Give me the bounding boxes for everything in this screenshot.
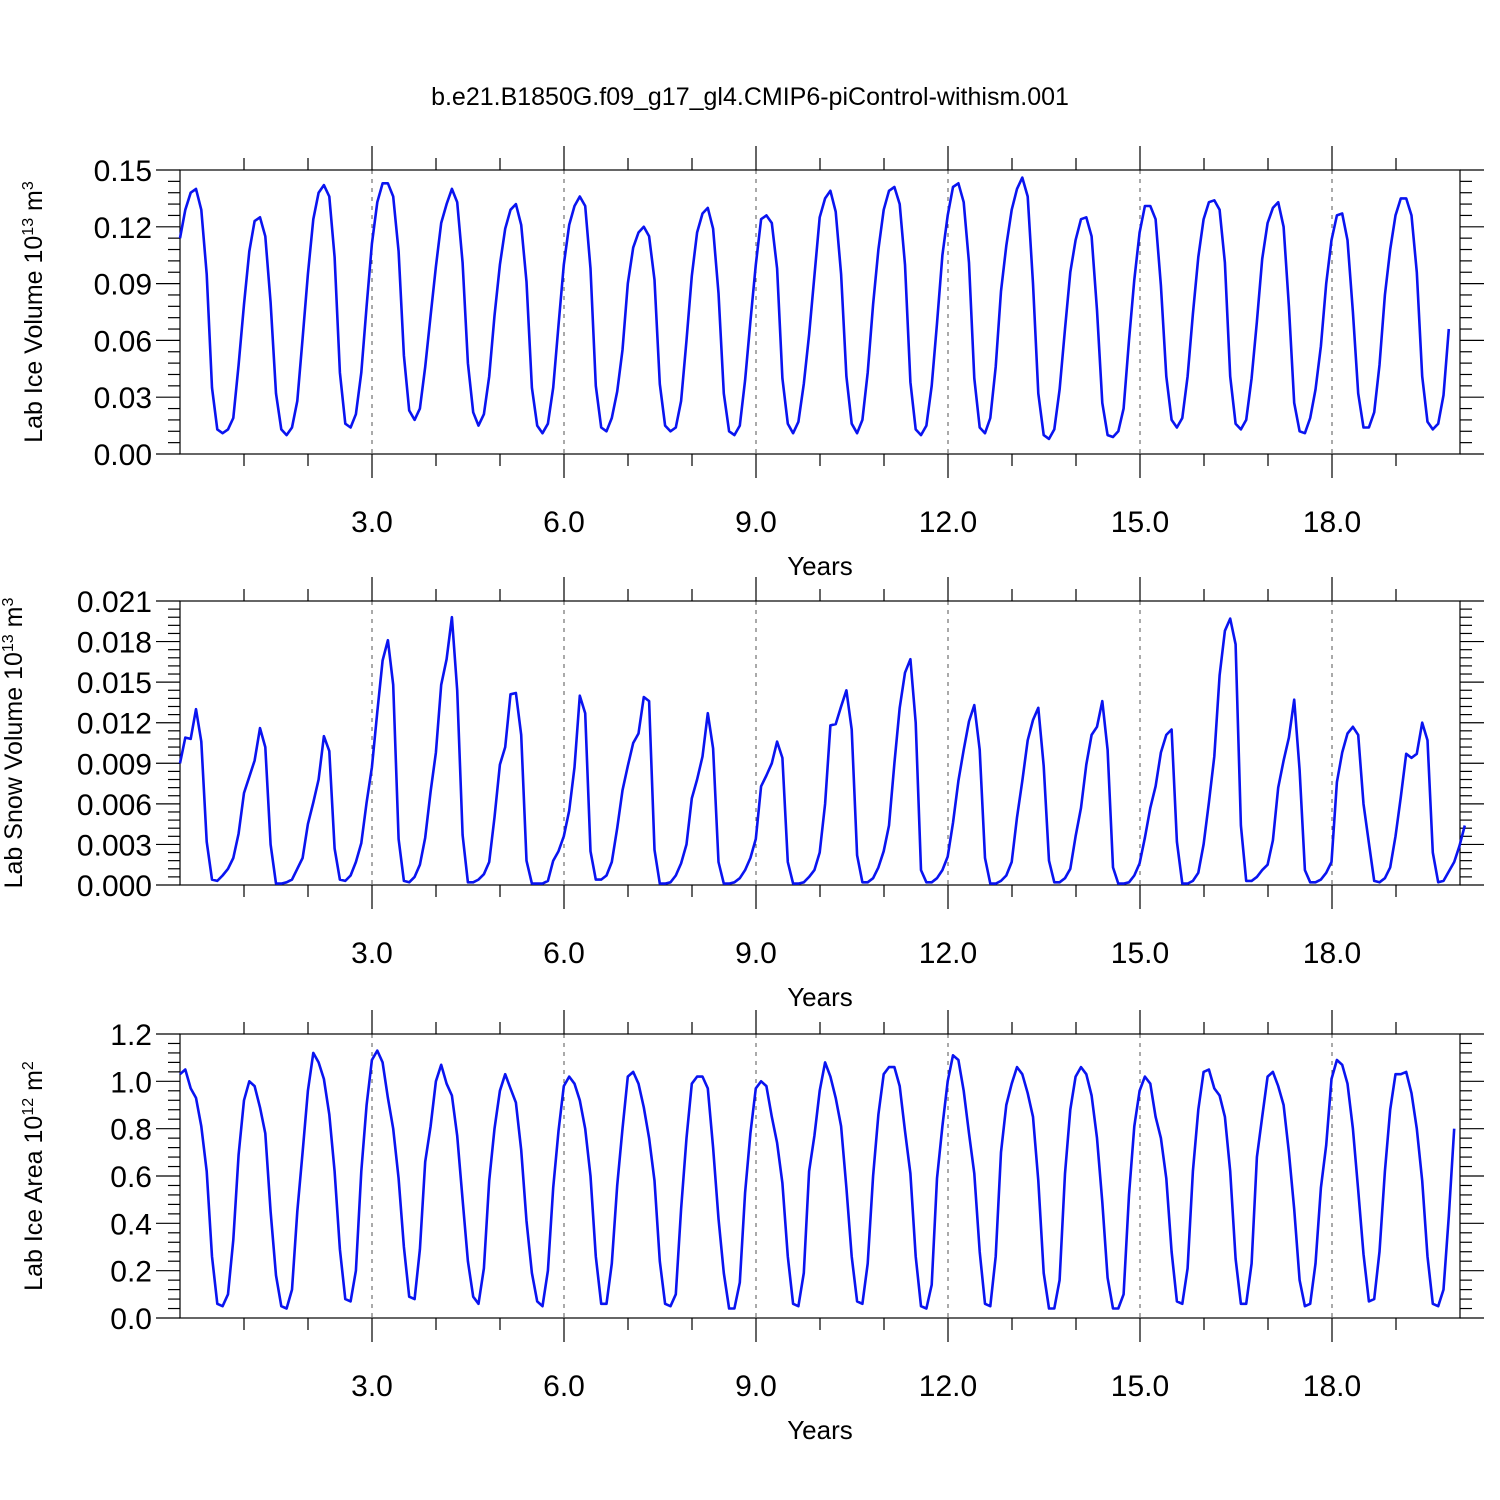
- panel-1: 0.00 0.03 0.06 0.09 0.12 0.15 3.0 6.0 9.0 12.0 15.…: [20, 146, 1484, 581]
- y-tick-label: 0.000: [77, 870, 152, 903]
- y-tick-label: 0.009: [77, 748, 152, 781]
- x-tick-label: 9.0: [735, 506, 777, 539]
- y-tick-label: 0.8: [110, 1114, 152, 1147]
- x-tick-label: 15.0: [1111, 506, 1169, 539]
- series-line: [179, 1049, 1456, 1310]
- chart-title: b.e21.B1850G.f09_g17_gl4.CMIP6-piControl…: [431, 83, 1069, 111]
- y-tick-label: 0.6: [110, 1161, 152, 1194]
- y-tick-label: 0.003: [77, 829, 152, 862]
- y-axis-label: Lab Ice Area 1012 m2: [20, 1061, 48, 1291]
- y-tick-label: 0.4: [110, 1208, 152, 1241]
- panel-3: 0.0 0.2 0.4 0.6 0.8 1.0 1.2 3.0 6.0 9.0 12.0 15.0 18…: [20, 1010, 1484, 1445]
- x-tick-label: 12.0: [919, 506, 977, 539]
- y-tick-label: 0.03: [94, 382, 152, 415]
- x-tick-label: 12.0: [919, 937, 977, 970]
- x-tick-label: 3.0: [351, 1370, 393, 1403]
- y-tick-label: 0.00: [94, 439, 152, 472]
- y-tick-label: 0.06: [94, 325, 152, 358]
- y-tick-label: 0.2: [110, 1256, 152, 1289]
- x-tick-label: 6.0: [543, 937, 585, 970]
- x-tick-label: 6.0: [543, 506, 585, 539]
- y-tick-label: 0.006: [77, 789, 152, 822]
- y-tick-label: 1.2: [110, 1019, 152, 1052]
- y-tick-label: 0.021: [77, 586, 152, 619]
- series-line: [178, 176, 1451, 441]
- panel-2: 0.000 0.003 0.006 0.009 0.012 0.015 0.018 0.021…: [0, 577, 1484, 1012]
- y-axis-label: Lab Snow Volume 1013 m3: [0, 598, 28, 889]
- x-tick-label: 15.0: [1111, 937, 1169, 970]
- x-tick-label: 9.0: [735, 1370, 777, 1403]
- x-tick-label: 12.0: [919, 1370, 977, 1403]
- y-axis-label: Lab Ice Volume 1013 m3: [20, 181, 48, 443]
- y-tick-label: 0.15: [94, 155, 152, 188]
- x-tick-label: 18.0: [1303, 1370, 1361, 1403]
- series-line: [178, 615, 1467, 885]
- y-tick-label: 0.09: [94, 269, 152, 302]
- x-tick-label: 15.0: [1111, 1370, 1169, 1403]
- panels: 0.00 0.03 0.06 0.09 0.12 0.15 3.0 6.0 9.0 12.0 15.…: [0, 146, 1484, 1445]
- x-axis-label: Years: [787, 982, 853, 1012]
- x-tick-label: 18.0: [1303, 506, 1361, 539]
- y-tick-label: 0.012: [77, 708, 152, 741]
- y-tick-label: 1.0: [110, 1066, 152, 1099]
- x-tick-label: 3.0: [351, 937, 393, 970]
- y-tick-label: 0.0: [110, 1303, 152, 1336]
- x-tick-label: 3.0: [351, 506, 393, 539]
- x-axis-label: Years: [787, 551, 853, 581]
- y-tick-label: 0.018: [77, 627, 152, 660]
- x-tick-label: 18.0: [1303, 937, 1361, 970]
- x-axis-label: Years: [787, 1415, 853, 1445]
- y-tick-label: 0.12: [94, 212, 152, 245]
- x-tick-label: 9.0: [735, 937, 777, 970]
- x-tick-label: 6.0: [543, 1370, 585, 1403]
- y-tick-label: 0.015: [77, 667, 152, 700]
